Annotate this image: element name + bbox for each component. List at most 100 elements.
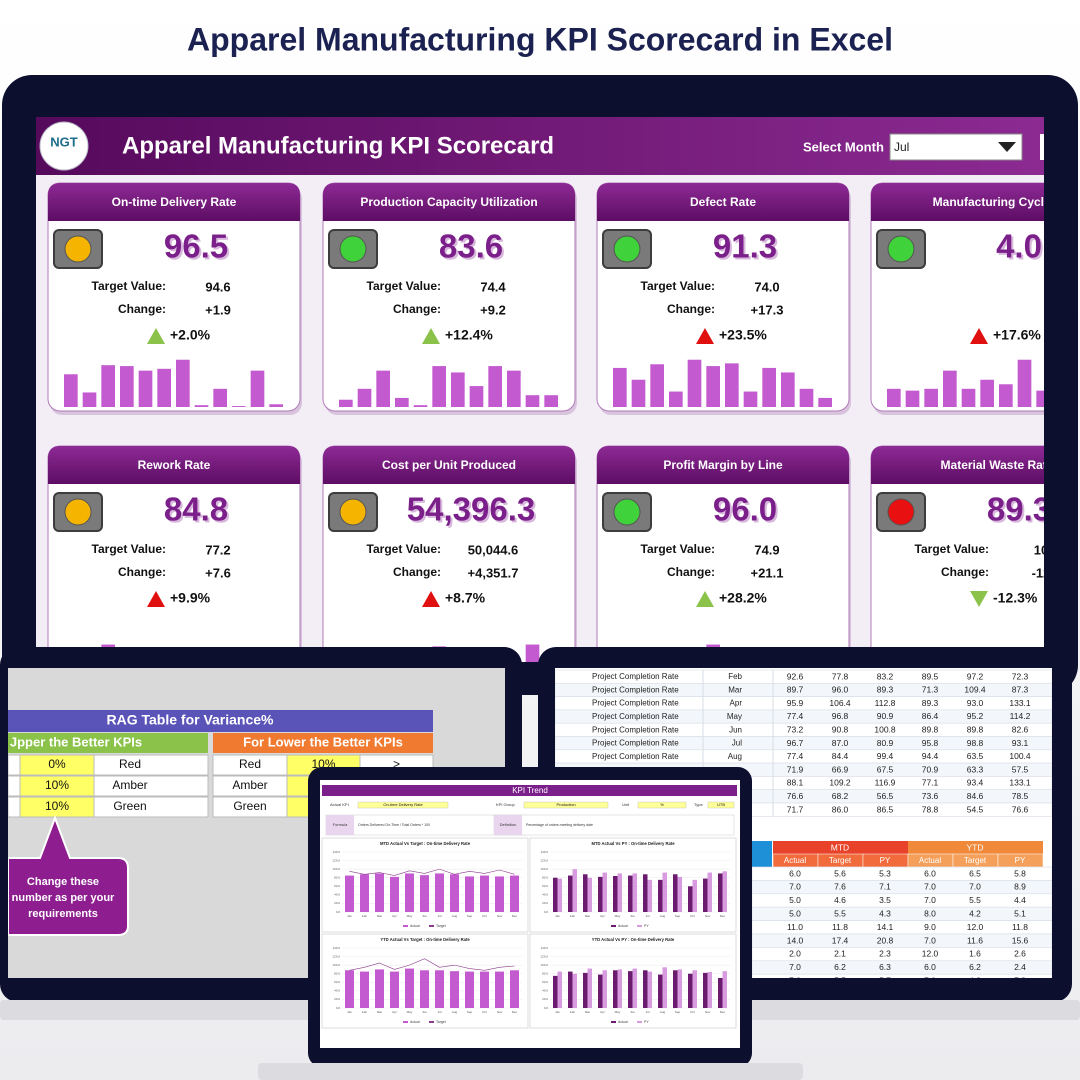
y-tick-label: 120.0 <box>332 858 340 862</box>
bar <box>628 971 633 1008</box>
x-tick-label: Sep <box>467 1010 473 1014</box>
table-value: 2.0 <box>789 949 801 959</box>
bar <box>360 971 369 1008</box>
table-value: 11.6 <box>967 935 983 945</box>
table-value: 57.5 <box>1012 764 1029 774</box>
column-title: PY <box>1015 856 1026 865</box>
table-value: 5.6 <box>834 868 846 878</box>
change-pct: +23.5% <box>719 327 767 343</box>
x-tick-label: Jun <box>422 914 427 918</box>
mini-bar <box>157 368 171 407</box>
table-value: 80.9 <box>877 738 894 748</box>
target-label: Target Value: <box>641 542 715 556</box>
month: Jul <box>732 739 742 748</box>
kpi-value: 96.5 <box>164 228 228 265</box>
table-value: 5.7 <box>879 975 891 985</box>
select-label: Select Month <box>803 139 884 154</box>
table-value: 7.0 <box>924 895 936 905</box>
x-tick-label: Oct <box>690 1010 695 1014</box>
y-tick-label: 80.0 <box>334 972 340 976</box>
rag-cell <box>8 775 21 797</box>
mini-bar <box>488 366 502 407</box>
y-tick-label: 0.0 <box>544 1006 549 1010</box>
kpi-name: Project Completion Rate <box>592 672 679 681</box>
table-value: 106.4 <box>829 698 851 708</box>
bar <box>662 967 667 1008</box>
mini-bar <box>213 388 227 407</box>
table-value: 11.8 <box>1012 922 1028 932</box>
change-pct: +9.9% <box>170 590 211 606</box>
table-value: 93.0 <box>967 698 984 708</box>
bar <box>345 875 354 912</box>
table-value: 100.4 <box>1009 751 1031 761</box>
mini-bar <box>451 372 465 407</box>
month-value: Jul <box>894 140 909 154</box>
accent-strip <box>752 841 772 868</box>
info-box <box>637 801 687 809</box>
table-value: 94.4 <box>922 751 939 761</box>
table-value: 98.8 <box>967 738 984 748</box>
x-tick-label: Mar <box>585 1010 590 1014</box>
card-title: On-time Delivery Rate <box>112 195 237 209</box>
table-value: 9.0 <box>924 922 936 932</box>
kpi-value: 83.6 <box>439 228 503 265</box>
table-value: 2.6 <box>1014 949 1026 959</box>
table-value: 6.5 <box>969 868 981 878</box>
y-tick-label: 60.0 <box>542 884 548 888</box>
change-arrow <box>422 591 440 607</box>
bar <box>602 872 607 912</box>
rag-cell-text: Green <box>233 799 266 813</box>
mini-bar <box>980 379 994 407</box>
group-header <box>773 841 908 854</box>
change-label: Change: <box>941 565 989 579</box>
bar <box>718 873 723 912</box>
table-value: 66.9 <box>832 764 849 774</box>
status-light <box>339 498 367 526</box>
y-tick-label: 0.0 <box>336 910 341 914</box>
table-value: 100.8 <box>874 724 896 734</box>
bar <box>568 971 573 1008</box>
table-value: 7.0 <box>789 975 801 985</box>
table-value: 97.2 <box>967 671 984 681</box>
change-value: +21.1 <box>751 565 784 580</box>
table-value: 73.2 <box>787 724 804 734</box>
legend-swatch <box>637 925 642 927</box>
table-value: 71.7 <box>787 804 804 814</box>
card-header <box>48 446 300 484</box>
legend-swatch <box>611 925 616 927</box>
column-title: PY <box>880 856 891 865</box>
y-tick-label: 80.0 <box>542 972 548 976</box>
bar <box>643 874 648 912</box>
mini-bar <box>613 367 627 407</box>
table-value: 2.3 <box>879 949 891 959</box>
y-tick-label: 0.0 <box>544 910 549 914</box>
table-value: 95.8 <box>922 738 939 748</box>
bar <box>553 975 558 1008</box>
info-box <box>707 801 735 809</box>
mini-bar <box>176 359 190 407</box>
table-value: 99.4 <box>877 751 894 761</box>
legend-label: Target <box>436 1020 446 1024</box>
table-value: 71.3 <box>922 685 939 695</box>
table-value: 5.8 <box>1014 868 1026 878</box>
legend-label: Target <box>436 924 446 928</box>
mini-bar <box>725 363 739 407</box>
rag-threshold: 10% <box>45 799 69 813</box>
dashboard-title: Apparel Manufacturing KPI Scorecard <box>122 132 554 159</box>
rag-cell <box>8 796 21 818</box>
change-pct: +2.0% <box>170 327 211 343</box>
table-value: 7.1 <box>879 882 891 892</box>
kpi-name: Project Completion Rate <box>592 699 679 708</box>
target-value: 74.9 <box>754 542 779 557</box>
table-value: 87.3 <box>1012 685 1029 695</box>
target-line <box>349 868 515 876</box>
bar <box>568 875 573 912</box>
x-tick-label: Oct <box>482 914 487 918</box>
month: Mar <box>728 685 742 694</box>
x-tick-label: Apr <box>392 914 397 918</box>
change-arrow <box>422 328 440 344</box>
month-dropdown[interactable] <box>889 133 1023 161</box>
table-value: 6.2 <box>969 962 981 972</box>
info-value: % <box>660 802 664 807</box>
bar <box>572 973 577 1008</box>
